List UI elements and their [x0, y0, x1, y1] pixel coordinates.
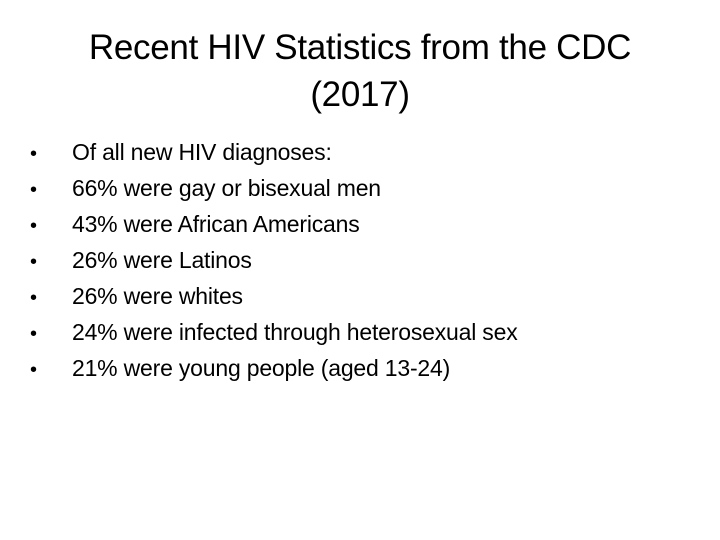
bullet-item-whites: • 26% were whites: [30, 278, 710, 314]
bullet-item-young-people: • 21% were young people (aged 13-24): [30, 350, 710, 386]
bullet-text: 26% were Latinos: [72, 247, 252, 273]
bullet-item-intro: • Of all new HIV diagnoses:: [30, 134, 710, 170]
bullet-list: • Of all new HIV diagnoses: • 66% were g…: [30, 134, 710, 386]
bullet-text: 26% were whites: [72, 283, 243, 309]
bullet-text: 21% were young people (aged 13-24): [72, 355, 451, 381]
slide-title-line-2: (2017): [310, 75, 410, 114]
slide-title: Recent HIV Statistics from the CDC (2017…: [60, 24, 660, 118]
bullet-text: 66% were gay or bisexual men: [72, 175, 381, 201]
bullet-text: 24% were infected through heterosexual s…: [72, 319, 518, 345]
bullet-dot-icon: •: [30, 287, 37, 309]
bullet-text: 43% were African Americans: [72, 211, 360, 237]
slide-title-line-1: Recent HIV Statistics from the CDC: [88, 28, 632, 67]
bullet-dot-icon: •: [30, 359, 37, 381]
bullet-item-african-americans: • 43% were African Americans: [30, 206, 710, 242]
bullet-dot-icon: •: [30, 251, 37, 273]
bullet-dot-icon: •: [30, 143, 37, 165]
bullet-text: Of all new HIV diagnoses:: [72, 139, 332, 165]
bullet-dot-icon: •: [30, 215, 37, 237]
bullet-item-latinos: • 26% were Latinos: [30, 242, 710, 278]
bullet-dot-icon: •: [30, 323, 37, 345]
bullet-item-gay-bisexual-men: • 66% were gay or bisexual men: [30, 170, 710, 206]
bullet-item-heterosexual-sex: • 24% were infected through heterosexual…: [30, 314, 710, 350]
bullet-dot-icon: •: [30, 179, 37, 201]
